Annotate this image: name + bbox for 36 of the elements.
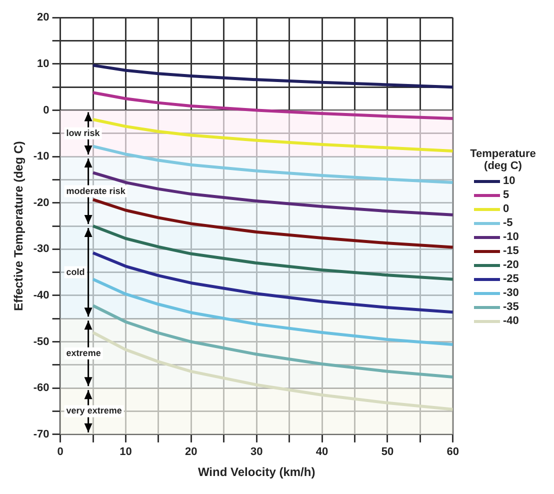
legend-title: Temperature (deg C) — [469, 148, 537, 172]
y-tick-label: -30 — [33, 243, 50, 256]
legend-label: -5 — [503, 217, 513, 229]
legend-label: -40 — [503, 315, 519, 327]
x-tick-label: 30 — [250, 446, 263, 458]
y-tick-label: -70 — [33, 428, 50, 440]
y-tick-label: -40 — [33, 290, 50, 302]
y-axis-title: Effective Temperature (deg C) — [12, 141, 26, 311]
x-tick-label: 0 — [57, 446, 64, 458]
y-tick-label: 20 — [37, 12, 50, 24]
legend-label: -25 — [503, 273, 519, 285]
x-axis-title: Wind Velocity (km/h) — [198, 465, 316, 480]
y-tick-label: 0 — [43, 104, 50, 116]
legend-label: -20 — [503, 259, 519, 271]
band-label: moderate risk — [66, 186, 126, 196]
legend-label: -15 — [503, 245, 519, 257]
y-tick-label: -20 — [33, 196, 50, 209]
band-label: very extreme — [66, 406, 122, 416]
y-tick-label: -10 — [33, 150, 50, 163]
y-tick-label: -60 — [33, 382, 50, 394]
legend-label: 5 — [503, 189, 510, 201]
x-tick-label: 10 — [120, 446, 132, 458]
band-label: extreme — [66, 348, 101, 358]
band-label: low risk — [66, 128, 101, 138]
legend-label: 0 — [503, 203, 510, 215]
legend-label: 10 — [503, 175, 516, 187]
legend-label: -10 — [503, 231, 519, 243]
legend-label: -35 — [503, 301, 519, 313]
x-tick-label: 50 — [381, 446, 394, 458]
legend-label: -30 — [503, 287, 519, 299]
y-tick-label: 10 — [37, 58, 50, 70]
band-label: cold — [66, 266, 85, 277]
x-tick-label: 40 — [316, 446, 328, 458]
x-tick-label: 20 — [185, 446, 198, 458]
x-tick-label: 60 — [446, 446, 460, 458]
y-tick-label: -50 — [33, 336, 50, 348]
